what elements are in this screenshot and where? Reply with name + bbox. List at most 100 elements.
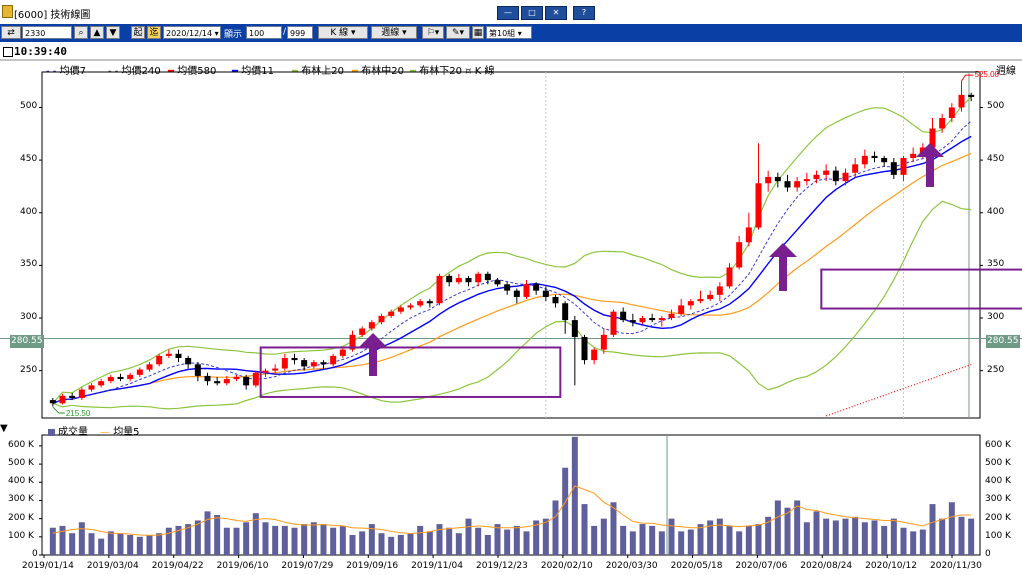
previous-button[interactable]: ▲ [90, 26, 104, 39]
volume-bar [861, 522, 868, 555]
max-count-input[interactable]: 999 [287, 26, 313, 39]
restore-button[interactable]: □ [521, 6, 543, 20]
display-count-input[interactable]: 100 [246, 26, 282, 39]
search-icon[interactable]: ⌕ [74, 26, 88, 39]
volume-bar [755, 524, 762, 555]
candle-body [233, 376, 240, 380]
candle-body [320, 362, 327, 365]
volume-bar [436, 524, 443, 555]
candle-body [136, 369, 143, 375]
candle-body [658, 318, 665, 321]
candle-body [861, 155, 868, 165]
pen-icon[interactable]: ✎▾ [446, 26, 470, 39]
candle-body [755, 183, 762, 228]
chart-type-dropdown[interactable]: K 線 ▾ [318, 26, 368, 39]
volume-bar [591, 525, 598, 555]
volume-bar [291, 527, 298, 555]
breakout-arrow-3 [916, 143, 944, 187]
candle-body [639, 318, 646, 323]
legend-bb-lower-label: 布林下20 [419, 66, 462, 77]
candle-body [301, 360, 308, 367]
candle-body [900, 158, 907, 175]
legend-ma11-label: 均價11 [241, 66, 274, 77]
volume-bar [620, 525, 627, 555]
volume-bar [745, 525, 752, 555]
volume-bar [562, 467, 569, 555]
candle-body [716, 286, 723, 295]
end-button[interactable]: 迄 [147, 26, 161, 39]
toolbar: ⇄ 2330 ⌕ ▲ ▼ 起 迄 2020/12/14 ▾ 顯示 100 / 9… [0, 24, 1022, 42]
candle-body [581, 336, 588, 361]
x-tick-label: 2020/07/06 [735, 561, 788, 571]
legend-volume-avg5: — 均量5 [100, 427, 140, 438]
candle-body [223, 379, 230, 384]
volume-bar [649, 525, 656, 555]
legend-ma240: - - 均價240 [108, 66, 161, 77]
grid-icon[interactable]: ▦ [472, 26, 484, 39]
period-dropdown[interactable]: 週線 ▾ [371, 26, 417, 39]
x-tick-label: 2019/12/23 [476, 561, 528, 571]
next-button[interactable]: ▼ [106, 26, 120, 39]
candle-body [417, 301, 424, 306]
volume-tick-label-right: 200 K [985, 512, 1011, 523]
candle-body [890, 162, 897, 175]
candle-body [910, 153, 917, 158]
candle-body [629, 320, 636, 323]
legend-ma7-label: 均價7 [59, 66, 86, 77]
volume-bar [542, 518, 549, 555]
candle-body [98, 381, 105, 386]
legend-bb-upper-label: 布林上20 [301, 66, 344, 77]
volume-bar [658, 531, 665, 555]
candle-body [745, 227, 752, 243]
volume-tick-label-left: 300 K [8, 494, 34, 505]
candle-body [214, 381, 221, 384]
time-display: 10:39:40 [14, 45, 67, 58]
minimize-button[interactable]: — [497, 6, 519, 20]
volume-bar [397, 535, 404, 555]
app-icon [2, 5, 13, 18]
volume-bar [910, 531, 917, 555]
link-icon[interactable]: ⇄ [1, 26, 21, 39]
volume-bar [272, 525, 279, 555]
candle-body [803, 179, 810, 182]
volume-bar [301, 524, 308, 555]
volume-bar [881, 525, 888, 555]
start-button[interactable]: 起 [131, 26, 145, 39]
candle-body [185, 358, 192, 365]
candle-body [291, 358, 298, 361]
group-select[interactable]: 第10組 ▾ [486, 26, 532, 39]
close-button[interactable]: ✕ [545, 6, 567, 20]
x-tick-label: 2020/05/18 [670, 561, 723, 571]
volume-bar [243, 522, 250, 555]
volume-tick-label-right: 300 K [985, 494, 1011, 505]
volume-bar [69, 533, 76, 555]
price-tick-label-right: 250 [987, 364, 1005, 375]
candle-body [368, 322, 375, 329]
volume-panel-toggle[interactable]: ▼ [0, 423, 8, 434]
volume-bar [610, 502, 617, 555]
candle-body [736, 242, 743, 268]
candle-body [310, 362, 317, 367]
price-tick-label-left: 400 [20, 206, 38, 217]
volume-bar [697, 524, 704, 555]
stock-code-input[interactable]: 2330 [22, 26, 72, 39]
date-select[interactable]: 2020/12/14 ▾ [163, 26, 221, 39]
volume-bar [281, 525, 288, 555]
price-tick-label-left: 350 [20, 259, 38, 270]
candle-body [504, 284, 511, 291]
candle-body [446, 275, 453, 283]
flag-icon[interactable]: ⚐▾ [422, 26, 444, 39]
candle-body [707, 294, 714, 300]
volume-bar [794, 500, 801, 555]
candle-body [78, 389, 85, 398]
help-button[interactable]: ? [573, 6, 595, 20]
volume-bar [571, 436, 578, 555]
candle-body [484, 273, 491, 281]
volume-bar [784, 507, 791, 555]
volume-bar [600, 518, 607, 555]
volume-bar [49, 527, 56, 555]
group-value: 第10組 [489, 29, 516, 38]
date-value: 2020/12/14 [166, 29, 213, 38]
candle-body [407, 305, 414, 308]
volume-bar [504, 529, 511, 555]
